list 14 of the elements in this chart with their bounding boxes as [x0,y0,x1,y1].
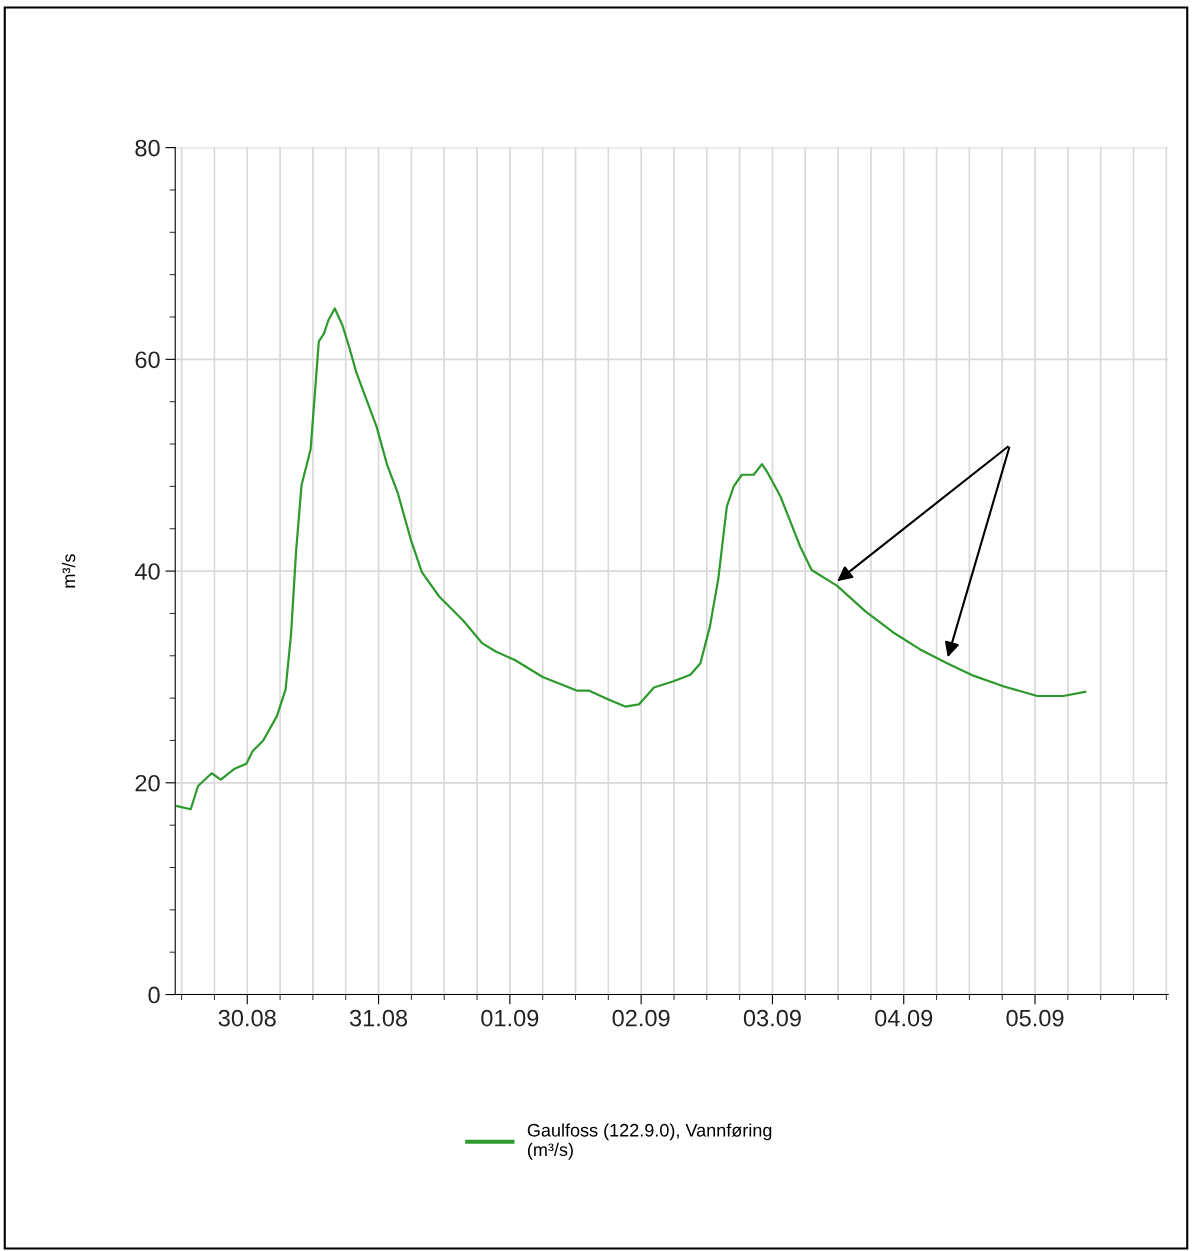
y-tick-label: 60 [135,351,160,369]
y-axis-title: m³/s [61,554,76,588]
legend-label: Gaulfoss (122.9.0), Vannføring (m³/s) [527,1123,772,1160]
y-tick-label: 40 [134,563,160,580]
x-tick-label: 05.09 [1006,1009,1064,1027]
y-tick-label: 20 [135,774,160,792]
x-tick-label: 31.08 [349,1009,408,1027]
x-tick-label: 03.09 [743,1009,801,1027]
x-tick-label: 30.08 [218,1009,276,1027]
x-tick-label: 01.09 [481,1009,539,1027]
x-tick-label: 02.09 [612,1009,670,1027]
y-tick-label: 0 [148,986,160,1004]
x-tick-label: 04.09 [875,1009,933,1027]
y-tick-label: 80 [135,139,160,157]
